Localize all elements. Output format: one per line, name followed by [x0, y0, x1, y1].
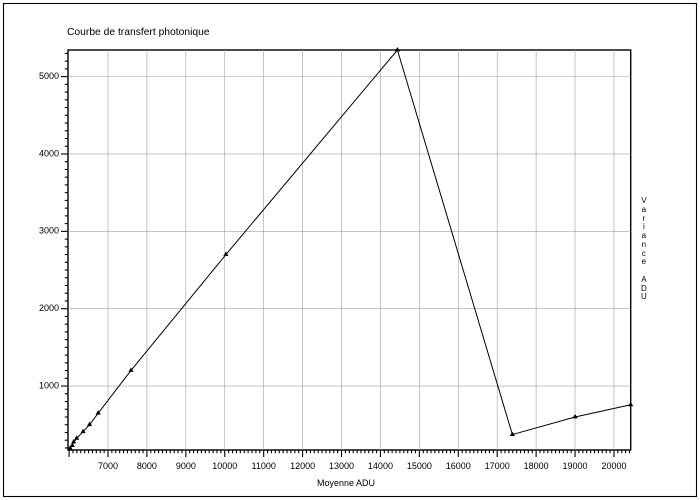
svg-text:13000: 13000 — [329, 461, 354, 471]
svg-text:9000: 9000 — [176, 461, 196, 471]
svg-text:14000: 14000 — [368, 461, 393, 471]
svg-text:15000: 15000 — [407, 461, 432, 471]
svg-text:5000: 5000 — [39, 71, 59, 81]
svg-text:18000: 18000 — [524, 461, 549, 471]
svg-text:11000: 11000 — [252, 461, 276, 471]
svg-text:10000: 10000 — [212, 461, 237, 471]
svg-text:17000: 17000 — [485, 461, 510, 471]
svg-text:20000: 20000 — [601, 461, 626, 471]
svg-text:2000: 2000 — [39, 303, 59, 313]
svg-text:8000: 8000 — [137, 461, 157, 471]
svg-text:1000: 1000 — [39, 380, 59, 390]
svg-text:4000: 4000 — [39, 148, 59, 158]
svg-text:7000: 7000 — [98, 461, 118, 471]
svg-text:3000: 3000 — [39, 226, 59, 236]
svg-text:12000: 12000 — [290, 461, 315, 471]
svg-text:19000: 19000 — [563, 461, 588, 471]
svg-text:16000: 16000 — [446, 461, 471, 471]
